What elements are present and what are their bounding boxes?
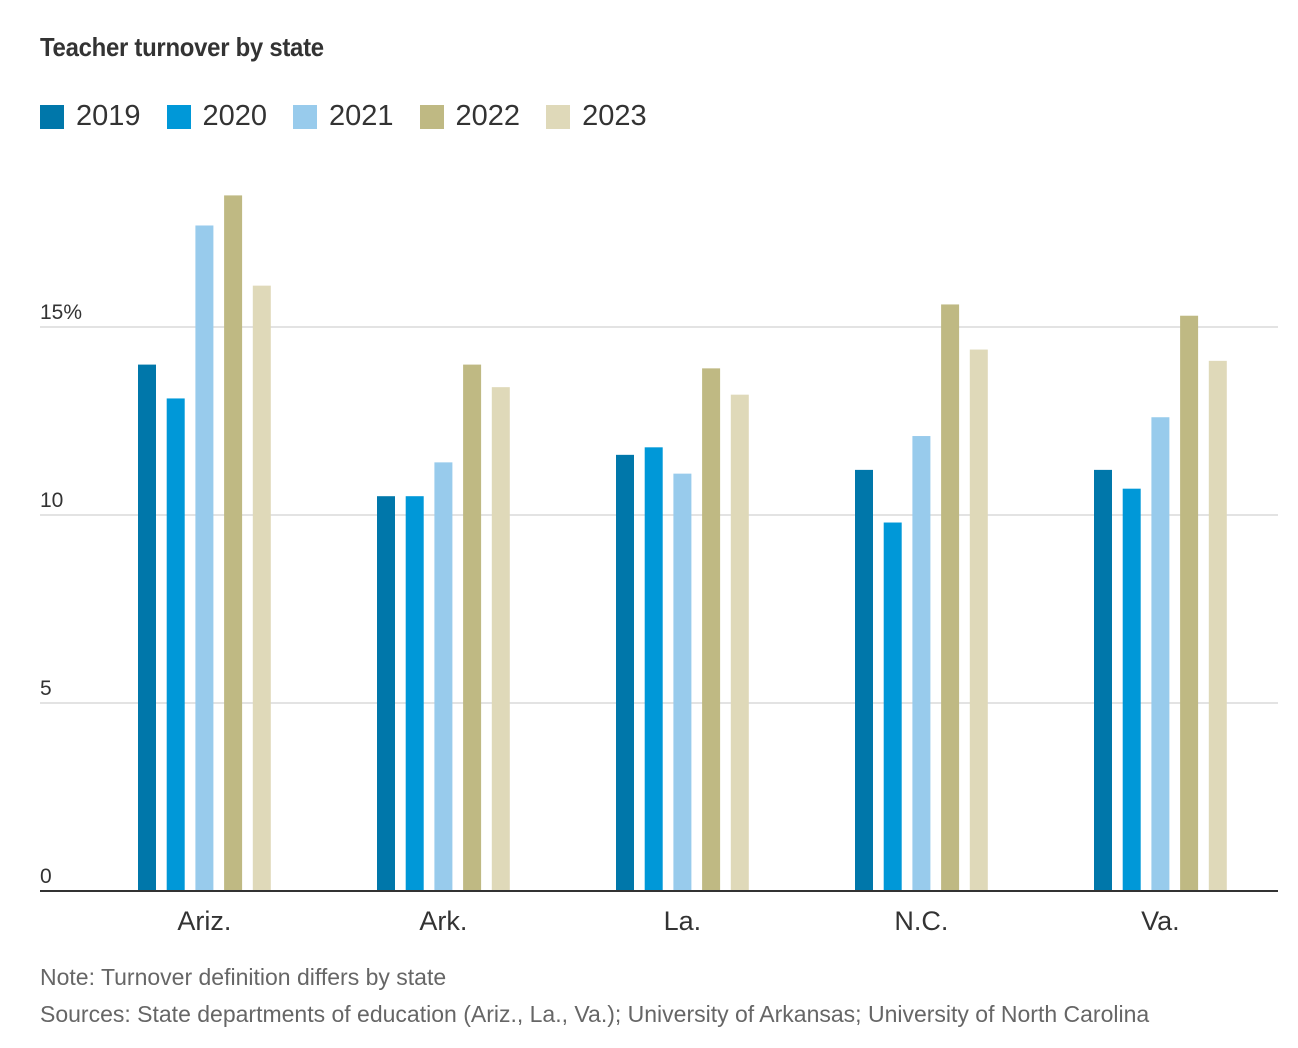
legend-item-2023: 2023 [546,100,647,133]
bar-va-2022 [1180,315,1199,892]
legend-swatch-2020 [166,104,191,129]
x-tick-label-va: Va. [1141,906,1180,936]
bar-group-la [616,368,749,891]
bar-va-2023 [1208,360,1227,892]
y-tick-label-10: 10 [40,489,63,512]
x-tick-label-nc: N.C. [894,906,948,936]
bar-nc-2019 [855,469,873,891]
bar-nc-2022 [941,304,960,891]
x-tick-label-la: La. [664,906,702,936]
legend-swatch-2021 [293,104,318,129]
legend-item-2022: 2022 [419,100,521,133]
legend-swatch-2023 [546,104,571,129]
bar-va-2019 [1094,469,1112,891]
bar-la-2019 [616,454,634,891]
bar-la-2020 [644,447,663,891]
y-tick-label-5: 5 [40,677,52,700]
bar-la-2021 [673,473,692,891]
bar-va-2021 [1151,417,1170,891]
legend-swatch-2022 [419,104,444,129]
legend: 2019 2020 2021 2022 2023 [40,100,673,133]
legend-item-2019: 2019 [40,100,141,133]
bar-ariz-2022 [224,195,243,891]
bar-ariz-2021 [195,225,214,892]
x-tick-label-ariz: Ariz. [177,906,231,936]
legend-item-2021: 2021 [293,100,394,133]
bar-ark-2019 [377,496,395,891]
bar-ark-2021 [434,462,453,891]
bar-nc-2021 [912,436,931,891]
bar-ariz-2020 [166,398,185,891]
legend-label-2021: 2021 [329,100,394,132]
bars [138,195,1227,892]
bar-nc-2020 [883,522,902,891]
x-axis: Ariz. Ark. La. N.C. Va. [40,890,1278,936]
legend-label-2020: 2020 [202,100,268,132]
y-tick-label-15: 15% [40,301,82,324]
bar-ariz-2023 [252,285,271,891]
bar-nc-2023 [969,349,988,891]
y-axis-ticks: 0 5 10 15% [40,301,82,888]
legend-swatch-2019 [40,104,64,129]
legend-label-2019: 2019 [76,100,141,132]
bar-la-2022 [702,368,721,891]
legend-label-2023: 2023 [582,100,647,132]
bar-ark-2022 [463,364,482,892]
legend-item-2020: 2020 [166,100,268,133]
bar-va-2020 [1122,488,1141,891]
bar-group-va [1094,315,1227,892]
y-tick-label-0: 0 [40,865,52,888]
bar-ark-2020 [405,496,424,891]
chart-title: Teacher turnover by state [40,32,324,62]
x-tick-label-ark: Ark. [419,906,467,936]
bar-group-ark [377,364,510,892]
bar-group-ariz [138,195,271,892]
bar-ark-2023 [491,387,510,891]
chart-note: Note: Turnover definition differs by sta… [40,964,447,990]
bar-ariz-2019 [138,364,156,892]
bar-la-2023 [730,394,749,891]
legend-label-2022: 2022 [455,100,521,132]
bar-group-nc [855,304,988,891]
chart-sources: Sources: State departments of education … [40,1001,1150,1027]
